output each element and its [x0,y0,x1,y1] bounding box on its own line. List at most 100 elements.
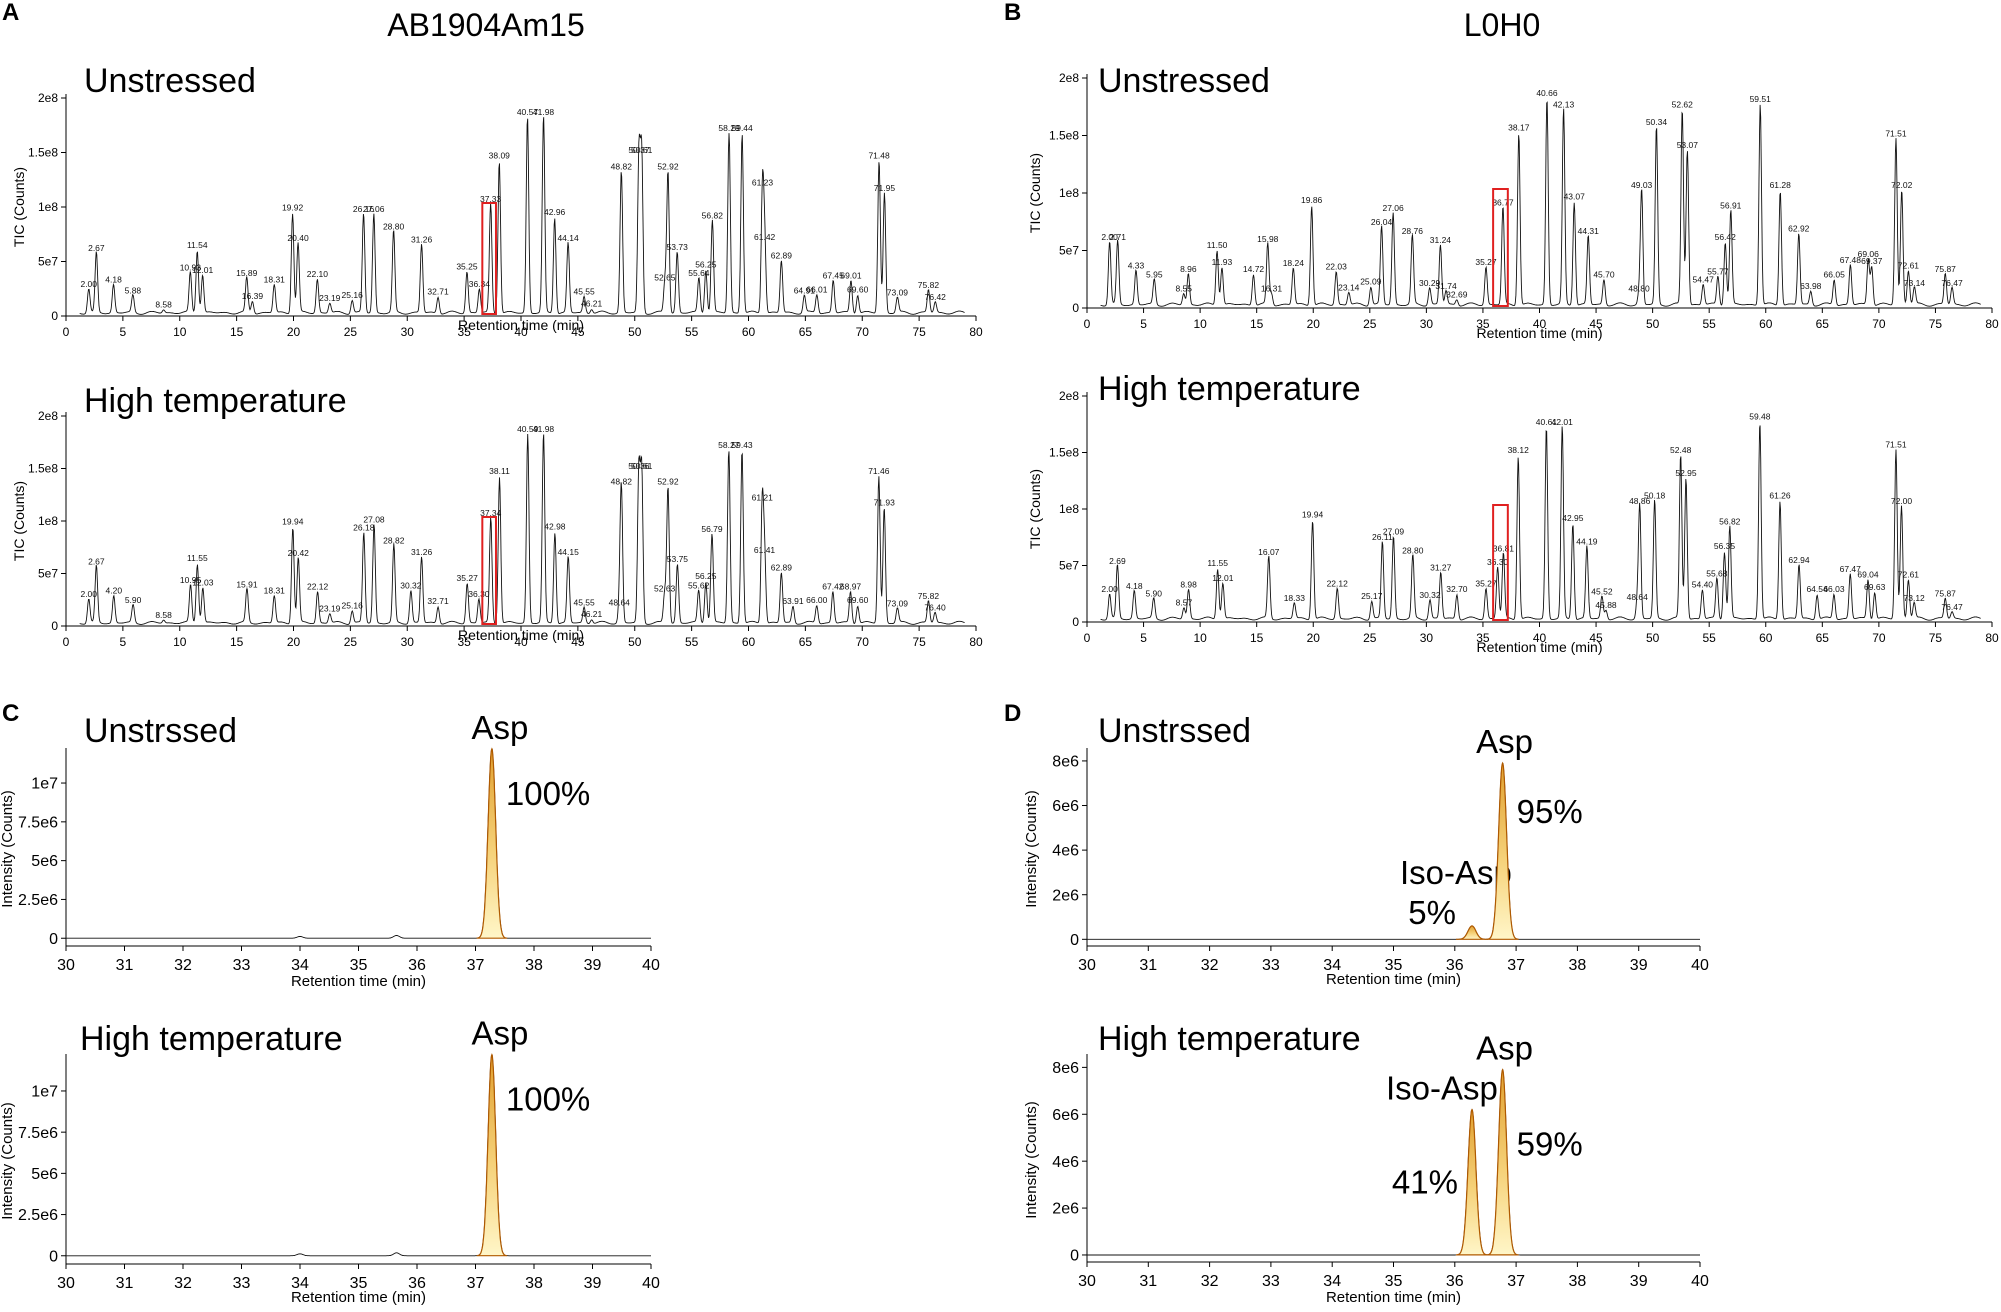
peak-label: 71.93 [874,498,896,508]
x-tick-label: 40 [1691,1273,1709,1290]
x-tick-label: 30 [1420,317,1434,331]
y-tick-label: 0 [51,309,58,323]
x-tick-label: 37 [467,1275,485,1292]
peak-label: 4.18 [105,275,122,285]
sample-title-b: L0H0 [1464,7,1541,43]
x-tick-label: 50 [1646,317,1660,331]
peak-label: 26.18 [353,523,375,533]
peak-percent-label: 95% [1517,793,1583,830]
peak-label: 63.98 [1800,281,1822,291]
peak-label: 48.80 [1628,284,1650,294]
peak-label: 35.25 [456,262,478,272]
x-tick-label: 36 [408,957,426,974]
peak-label: 40.59 [517,424,539,434]
x-tick-label: 20 [1307,631,1321,645]
peak-label: 45.55 [573,287,595,297]
x-tick-label: 32 [1201,957,1219,974]
peak-label: 30.32 [400,580,422,590]
peak-label: 59.48 [1749,411,1771,421]
y-axis-title: Intensity (Counts) [1023,1101,1040,1219]
peak-label: 20.42 [288,548,310,558]
peak-label: 58.29 [718,123,740,133]
peak-label: 61.42 [754,232,776,242]
x-tick-label: 10 [173,325,187,339]
peak-label: 41.98 [533,107,555,117]
x-tick-label: 40 [642,957,660,974]
x-tick-label: 70 [1872,317,1886,331]
peak-label: 18.31 [264,275,286,285]
x-tick-label: 50 [1646,631,1660,645]
peak-label: 71.46 [868,466,890,476]
peak-label: 56.79 [701,524,723,534]
peak-label: 19.94 [1302,510,1324,520]
peak-name-label: Asp [1476,723,1533,760]
peak-label: 69.01 [840,270,862,280]
y-axis-title: Intensity (Counts) [1023,790,1040,908]
x-tick-label: 35 [1385,957,1403,974]
x-tick-label: 25 [1363,631,1377,645]
peak-label: 5.90 [1145,589,1162,599]
peak-label: 22.12 [1327,578,1349,588]
highlight-box [1492,504,1509,621]
x-tick-label: 75 [912,325,926,339]
x-tick-label: 70 [856,635,870,649]
x-tick-label: 31 [116,1275,134,1292]
peak-label: 72.00 [1891,496,1913,506]
x-tick-label: 30 [1078,957,1096,974]
peak-label: 15.98 [1257,234,1279,244]
peak-label: 67.45 [823,270,845,280]
peak-label: 42.98 [544,522,566,532]
peak-label: 2.67 [88,243,105,253]
peak-label: 42.13 [1553,100,1575,110]
peak-label: 8.98 [1180,580,1197,590]
peak-label: 27.06 [1382,203,1404,213]
x-tick-label: 55 [1703,631,1717,645]
tic-trace [79,117,965,315]
peak-label: 56.25 [695,571,717,581]
peak-label: 55.62 [688,580,710,590]
peak-label: 19.94 [282,516,304,526]
x-tick-label: 60 [742,635,756,649]
peak-label: 30.29 [1419,278,1441,288]
peak-label: 41.98 [533,424,555,434]
x-tick-label: 37 [1507,1273,1525,1290]
y-tick-label: 6e6 [1052,1107,1079,1124]
peak-label: 56.35 [1714,541,1736,551]
x-tick-label: 15 [230,635,244,649]
x-tick-label: 0 [63,635,70,649]
peak-label: 40.66 [1536,88,1558,98]
peak-label: 18.24 [1283,258,1305,268]
peak-label: 16.39 [242,291,264,301]
condition-title: High temperature [84,382,347,420]
x-tick-label: 30 [401,635,415,649]
peak-label: 28.76 [1402,226,1424,236]
peak-label: 46.21 [581,609,603,619]
x-tick-label: 39 [584,957,602,974]
peak-name-label: Asp [471,1015,528,1052]
y-tick-label: 8e6 [1052,1060,1079,1077]
peak-label: 37.34 [480,508,502,518]
peak-label: 50.61 [631,461,653,471]
peak-label: 72.61 [1898,261,1920,271]
peak-label: 76.40 [924,603,946,613]
y-tick-label: 1.5e8 [1049,129,1079,143]
y-tick-label: 8e6 [1052,754,1079,771]
peak-label: 23.19 [319,293,341,303]
peak-label: 11.50 [1207,240,1228,250]
y-tick-label: 5e7 [1059,244,1079,258]
peak-label: 61.21 [752,492,774,502]
x-tick-label: 31 [1139,957,1157,974]
chart-b-high-temperature: High temperature 0 5 10 15 20 25 30 35 40 45 50 55 60… [1027,370,1999,655]
peak-label: 14.72 [1243,264,1265,274]
x-tick-label: 80 [969,325,983,339]
x-tick-label: 32 [1201,1273,1219,1290]
y-tick-label: 2e8 [1059,389,1079,403]
x-tick-label: 31 [116,957,134,974]
peak-label: 16.07 [1258,547,1280,557]
x-tick-label: 40 [1533,317,1547,331]
x-tick-label: 60 [742,325,756,339]
x-tick-label: 45 [1589,317,1603,331]
peak-label: 61.28 [1770,180,1792,190]
x-tick-label: 32 [174,1275,192,1292]
